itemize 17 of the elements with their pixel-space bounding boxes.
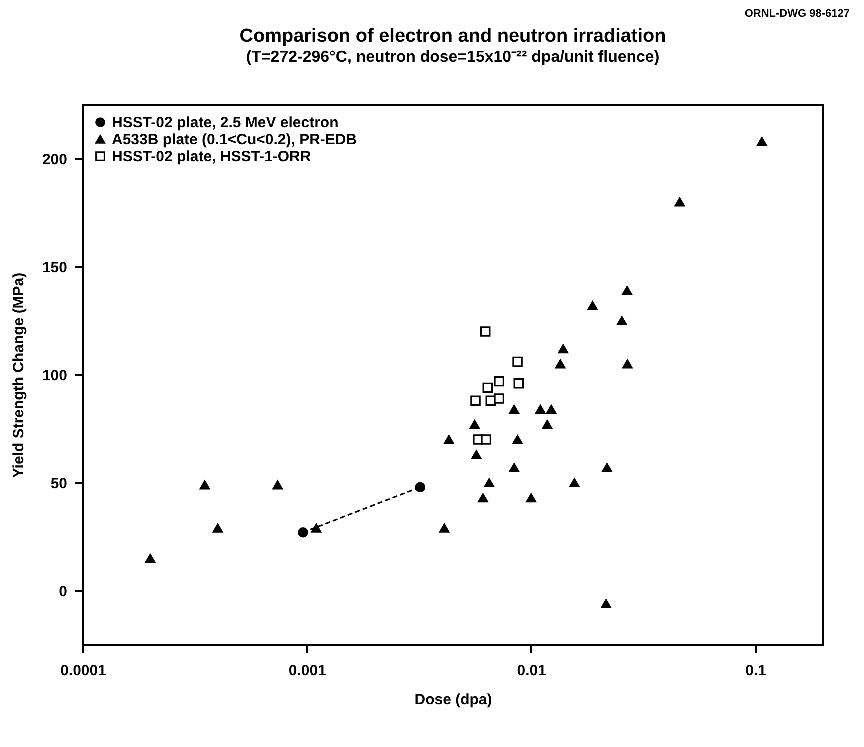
y-tick-label: 200 — [42, 152, 68, 168]
legend-label: A533B plate (0.1<Cu<0.2), PR-EDB — [112, 132, 358, 148]
y-tick-label: 50 — [50, 476, 68, 492]
chart-subtitle: (T=272-296°C, neutron dose=15x10⁻²² dpa/unit fluence) — [246, 49, 660, 66]
y-axis-title: Yield Strength Change (MPa) — [10, 272, 28, 478]
x-axis-title: Dose (dpa) — [414, 692, 492, 708]
chart-title: Comparison of electron and neutron irradiation — [240, 26, 666, 47]
y-tick-label: 150 — [42, 260, 68, 276]
y-tick-label: 100 — [42, 368, 68, 384]
legend-label: HSST-02 plate, 2.5 MeV electron — [112, 114, 339, 132]
legend-label: HSST-02 plate, HSST-1-ORR — [112, 148, 312, 166]
x-tick-label: 0.0001 — [60, 662, 106, 680]
x-tick-label: 0.001 — [288, 662, 326, 680]
x-tick-label: 0.1 — [746, 662, 766, 680]
x-tick-label: 0.01 — [517, 662, 546, 680]
y-tick-label: 0 — [59, 584, 68, 600]
text: ORNL-DWG 98-6127 — [744, 8, 850, 20]
